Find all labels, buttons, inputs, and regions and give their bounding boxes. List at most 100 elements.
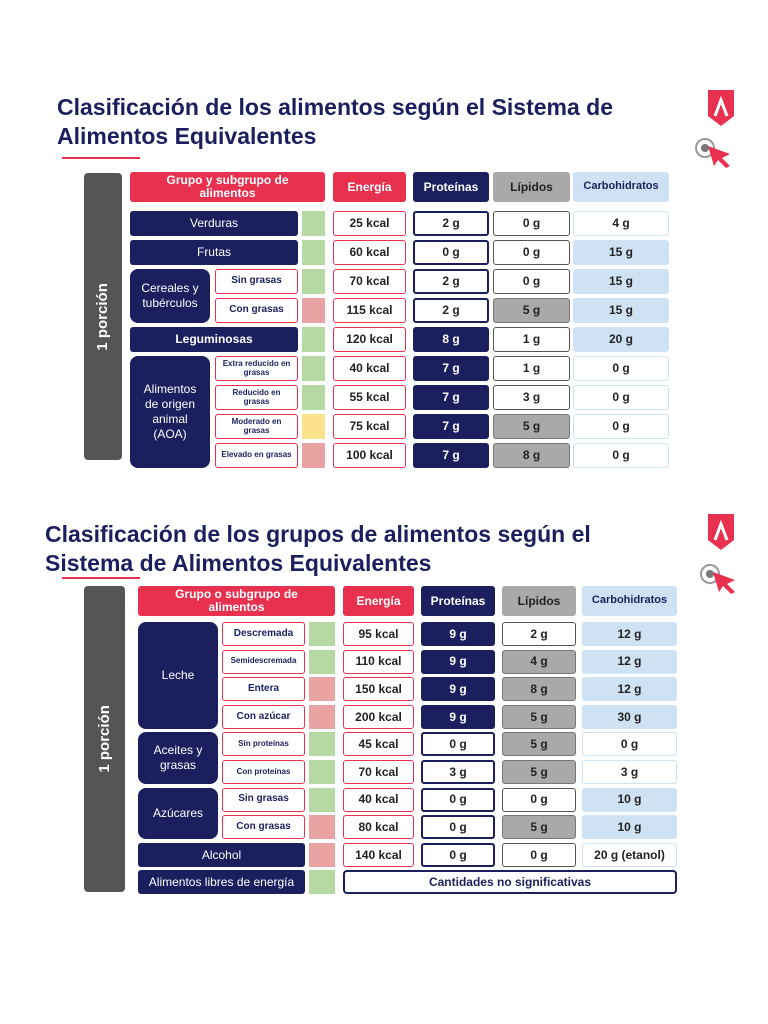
subgroup-name: Semidescremada <box>222 649 305 674</box>
indicator <box>302 240 325 265</box>
energy-cell: 150 kcal <box>343 677 414 702</box>
carbs-cell: 10 g <box>582 815 677 840</box>
indicator <box>309 787 335 812</box>
energy-cell: 120 kcal <box>333 327 406 352</box>
energy-cell: 40 kcal <box>343 787 414 812</box>
energy-cell: 55 kcal <box>333 385 406 410</box>
carbs-cell: 12 g <box>582 622 677 646</box>
energy-cell: 110 kcal <box>343 649 414 674</box>
carbs-cell: 4 g <box>573 211 669 236</box>
energy-cell: 95 kcal <box>343 622 414 646</box>
energy-cell: 45 kcal <box>343 732 414 757</box>
carbs-cell: 3 g <box>582 760 677 784</box>
header-cell: Energía <box>333 172 406 202</box>
protein-cell: 0 g <box>421 815 495 840</box>
energy-cell: 25 kcal <box>333 211 406 236</box>
carbs-cell: 30 g <box>582 704 677 729</box>
carbs-cell: 12 g <box>582 677 677 702</box>
indicator <box>302 327 325 352</box>
carbs-cell: 10 g <box>582 787 677 812</box>
lipid-cell: 0 g <box>493 240 570 265</box>
indicator <box>309 760 335 784</box>
carbs-cell: 0 g <box>573 443 669 468</box>
indicator <box>309 870 335 895</box>
group-name: Alimentos libres de energía <box>138 870 305 895</box>
title: Clasificación de los alimentos según el … <box>57 94 614 149</box>
protein-cell: 0 g <box>421 732 495 757</box>
indicator <box>309 842 335 867</box>
indicator <box>302 414 325 439</box>
protein-cell: 0 g <box>421 787 495 812</box>
lipid-cell: 0 g <box>493 269 570 294</box>
subgroup-name: Con azúcar <box>222 704 305 729</box>
indicator <box>309 677 335 702</box>
subgroup-name: Sin proteínas <box>222 732 305 757</box>
subgroup-name: Extra reducido en grasas <box>215 356 298 381</box>
lipid-cell: 4 g <box>502 649 576 674</box>
indicator <box>302 211 325 236</box>
protein-cell: 9 g <box>421 677 495 702</box>
header-cell: Carbohidratos <box>573 172 669 202</box>
lipid-cell: 8 g <box>493 443 570 468</box>
carbs-cell: 12 g <box>582 649 677 674</box>
note: Cantidades no significativas <box>343 870 677 895</box>
logo-icons <box>695 90 734 168</box>
carbs-cell: 0 g <box>573 385 669 410</box>
underline <box>62 157 140 159</box>
subgroup-name: Sin grasas <box>222 787 305 812</box>
energy-cell: 60 kcal <box>333 240 406 265</box>
lipid-cell: 5 g <box>502 732 576 757</box>
indicator <box>302 356 325 381</box>
protein-cell: 0 g <box>421 842 495 867</box>
group-name: Frutas <box>130 240 298 265</box>
subgroup-name: Sin grasas <box>215 269 298 294</box>
subgroup-name: Entera <box>222 677 305 702</box>
side-label: 1 porción <box>84 586 125 892</box>
underline <box>62 577 140 579</box>
indicator <box>309 622 335 646</box>
protein-cell: 7 g <box>413 414 489 439</box>
lipid-cell: 3 g <box>493 385 570 410</box>
lipid-cell: 5 g <box>502 760 576 784</box>
protein-cell: 7 g <box>413 385 489 410</box>
energy-cell: 80 kcal <box>343 815 414 840</box>
energy-cell: 70 kcal <box>343 760 414 784</box>
title: Clasificación de los grupos de alimentos… <box>45 521 591 576</box>
subgroup-name: Con grasas <box>222 815 305 840</box>
group-name: Alimentos de origen animal (AOA) <box>130 356 210 468</box>
lipid-cell: 5 g <box>493 414 570 439</box>
energy-cell: 70 kcal <box>333 269 406 294</box>
header-cell: Carbohidratos <box>582 586 677 616</box>
indicator <box>302 385 325 410</box>
indicator <box>309 649 335 674</box>
protein-cell: 9 g <box>421 704 495 729</box>
header-cell: Lípidos <box>493 172 570 202</box>
group-name: Alcohol <box>138 842 305 867</box>
side-text: 1 porción <box>95 705 113 773</box>
indicator <box>309 815 335 840</box>
protein-cell: 7 g <box>413 443 489 468</box>
carbs-cell: 0 g <box>573 414 669 439</box>
energy-cell: 40 kcal <box>333 356 406 381</box>
lipid-cell: 8 g <box>502 677 576 702</box>
subgroup-name: Descremada <box>222 622 305 646</box>
subgroup-name: Moderado en grasas <box>215 414 298 439</box>
header-cell: Proteínas <box>413 172 489 202</box>
protein-cell: 2 g <box>413 269 489 294</box>
protein-cell: 9 g <box>421 649 495 674</box>
carbs-cell: 0 g <box>573 356 669 381</box>
energy-cell: 75 kcal <box>333 414 406 439</box>
energy-cell: 200 kcal <box>343 704 414 729</box>
group-name: Azúcares <box>138 787 218 840</box>
carbs-cell: 15 g <box>573 269 669 294</box>
carbs-cell: 15 g <box>573 240 669 265</box>
lipid-cell: 1 g <box>493 356 570 381</box>
energy-cell: 100 kcal <box>333 443 406 468</box>
header-cell: Proteínas <box>421 586 495 616</box>
protein-cell: 7 g <box>413 356 489 381</box>
carbs-cell: 20 g (etanol) <box>582 842 677 867</box>
energy-cell: 140 kcal <box>343 842 414 867</box>
header-cell: Grupo y subgrupo de alimentos <box>130 172 325 202</box>
protein-cell: 0 g <box>413 240 489 265</box>
